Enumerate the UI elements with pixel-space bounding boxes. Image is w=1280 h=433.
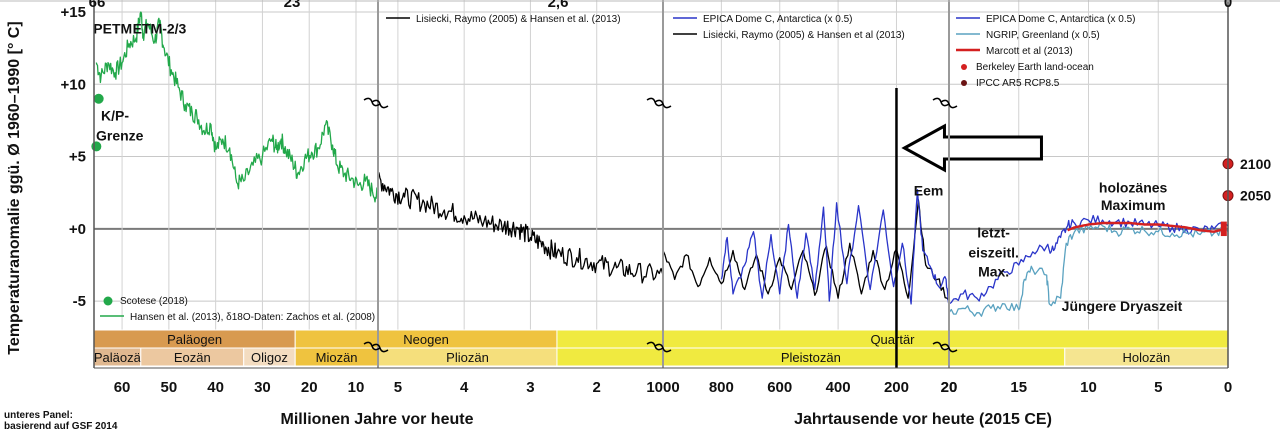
axis-break-mark bbox=[646, 341, 672, 353]
x-axis-label-right: Jahrtausende vor heute (2015 CE) bbox=[794, 411, 1052, 428]
x-tick-label: 60 bbox=[114, 379, 131, 396]
y-tick-label: +5 bbox=[69, 149, 86, 166]
annotation-label: ETM-2/3 bbox=[133, 21, 187, 37]
x-tick-label: 30 bbox=[254, 379, 271, 396]
period-label: Miozän bbox=[316, 350, 358, 365]
x-tick-label: 800 bbox=[709, 379, 734, 396]
period-label: Paläogen bbox=[167, 332, 222, 347]
top-tick-label: 23 bbox=[284, 0, 301, 11]
x-tick-label: 5 bbox=[1154, 379, 1162, 396]
series-line bbox=[720, 189, 950, 305]
x-tick-label: 5 bbox=[394, 379, 402, 396]
x-tick-label: 40 bbox=[207, 379, 224, 396]
axis-break-mark bbox=[646, 97, 672, 109]
period-bars: Paläogen Neogen Quartär Paläozä Eozän Oligoz M… bbox=[93, 329, 1229, 367]
legend-swatch bbox=[961, 64, 967, 70]
axis-break-mark bbox=[363, 341, 389, 353]
top-tick-label: 0 bbox=[1224, 0, 1232, 11]
axis-break-mark bbox=[932, 341, 958, 353]
period-label: Oligoz bbox=[251, 350, 288, 365]
y-tick-label: +10 bbox=[61, 76, 86, 93]
series-lines bbox=[95, 11, 1229, 317]
x-tick-label: 20 bbox=[941, 379, 958, 396]
legend-label: Lisiecki, Raymo (2005) & Hansen et al (2… bbox=[703, 30, 905, 41]
period-label: Holozän bbox=[1123, 350, 1171, 365]
x-tick-label: 20 bbox=[301, 379, 318, 396]
x-tick-label: 1000 bbox=[646, 379, 679, 396]
footnote-line-2: basierend auf GSF 2014 bbox=[4, 421, 118, 432]
x-tick-label: 3 bbox=[526, 379, 534, 396]
x-tick-label: 2 bbox=[593, 379, 601, 396]
series-line bbox=[948, 214, 1229, 305]
axis-breaks bbox=[363, 97, 958, 353]
top-tick-label: 2,6 bbox=[548, 0, 569, 11]
annotation-label: Grenze bbox=[96, 128, 144, 144]
annotation-label: Jüngere Dryaszeit bbox=[1062, 298, 1183, 314]
period-label: Pliozän bbox=[446, 350, 489, 365]
legend-label: IPCC AR5 RCP8.5 bbox=[976, 78, 1060, 89]
x-tick-label: 600 bbox=[767, 379, 792, 396]
period-label: Eozän bbox=[174, 350, 211, 365]
x-axis-label-left: Millionen Jahre vor heute bbox=[281, 411, 474, 428]
series-line bbox=[95, 11, 379, 203]
period-label: Pleistozän bbox=[781, 350, 841, 365]
x-tick-label: 400 bbox=[826, 379, 851, 396]
x-tick-label: 200 bbox=[884, 379, 909, 396]
x-tick-label: 10 bbox=[348, 379, 365, 396]
arrow-left-icon bbox=[901, 123, 1043, 173]
point-label: 2050 bbox=[1240, 188, 1271, 204]
series-line bbox=[377, 172, 664, 284]
annotation-label: Max. bbox=[978, 264, 1009, 280]
x-tick-label: 4 bbox=[460, 379, 469, 396]
annotation-label: eiszeitl. bbox=[968, 245, 1019, 261]
x-tick-label: 15 bbox=[1010, 379, 1027, 396]
legend-label: NGRIP, Greenland (x 0.5) bbox=[986, 30, 1100, 41]
y-tick-label: -5 bbox=[73, 293, 86, 310]
x-tick-label: 50 bbox=[161, 379, 178, 396]
period-label: Paläozä bbox=[94, 350, 142, 365]
legend-swatch bbox=[103, 296, 113, 306]
period-label: Quartär bbox=[870, 332, 915, 347]
y-axis-label: Temperaturanomalie ggü. Ø 1960–1990 [° C… bbox=[6, 21, 23, 354]
x-tick-label: 0 bbox=[1224, 379, 1232, 396]
series-line bbox=[662, 199, 950, 302]
recent-data-cluster bbox=[1220, 221, 1227, 237]
annotation-label: Maximum bbox=[1101, 197, 1166, 213]
annotation-label: PETM bbox=[93, 21, 132, 37]
legend-label: EPICA Dome C, Antarctica (x 0.5) bbox=[703, 14, 853, 25]
annotation-label: K/P- bbox=[101, 107, 129, 123]
y-tick-label: +0 bbox=[69, 221, 86, 238]
legend-label: Berkeley Earth land-ocean bbox=[976, 62, 1094, 73]
legend-swatch bbox=[961, 80, 967, 86]
point-label: 2100 bbox=[1240, 156, 1271, 172]
annotations: PETM ETM-2/3 K/P- Grenze Eem letzt-eiszeitl. M… bbox=[93, 21, 1183, 368]
y-tick-label: +15 bbox=[61, 4, 86, 21]
footnote-line-1: unteres Panel: bbox=[4, 410, 73, 421]
legend-label: Hansen et al. (2013), δ18O-Daten: Zachos… bbox=[130, 312, 375, 323]
period-label: Neogen bbox=[403, 332, 449, 347]
x-tick-label: 10 bbox=[1080, 379, 1097, 396]
legend-label: Marcott et al (2013) bbox=[986, 46, 1073, 57]
series-line bbox=[948, 222, 1229, 317]
data-point bbox=[93, 93, 104, 104]
axes: +15+10+5+0-560 50 40 30 20 10 5 4 3 2 1000 800 600 40… bbox=[0, 0, 1280, 396]
x-tick-label: 20 bbox=[941, 379, 958, 396]
annotation-label: holozänes bbox=[1099, 180, 1168, 196]
legend-label: EPICA Dome C, Antarctica (x 0.5) bbox=[986, 14, 1136, 25]
series-line bbox=[1067, 221, 1226, 233]
plot-background bbox=[94, 0, 1228, 368]
axis-break-mark bbox=[363, 97, 389, 109]
legend-label: Lisiecki, Raymo (2005) & Hansen et al. (… bbox=[416, 14, 621, 25]
legends: Scotese (2018) Hansen et al. (2013), δ18O… bbox=[100, 14, 1136, 323]
axis-break-mark bbox=[932, 97, 958, 109]
annotation-label: letzt- bbox=[977, 224, 1010, 240]
top-tick-label: 66 bbox=[89, 0, 106, 11]
legend-label: Scotese (2018) bbox=[120, 296, 188, 307]
annotation-label: Eem bbox=[914, 183, 944, 199]
